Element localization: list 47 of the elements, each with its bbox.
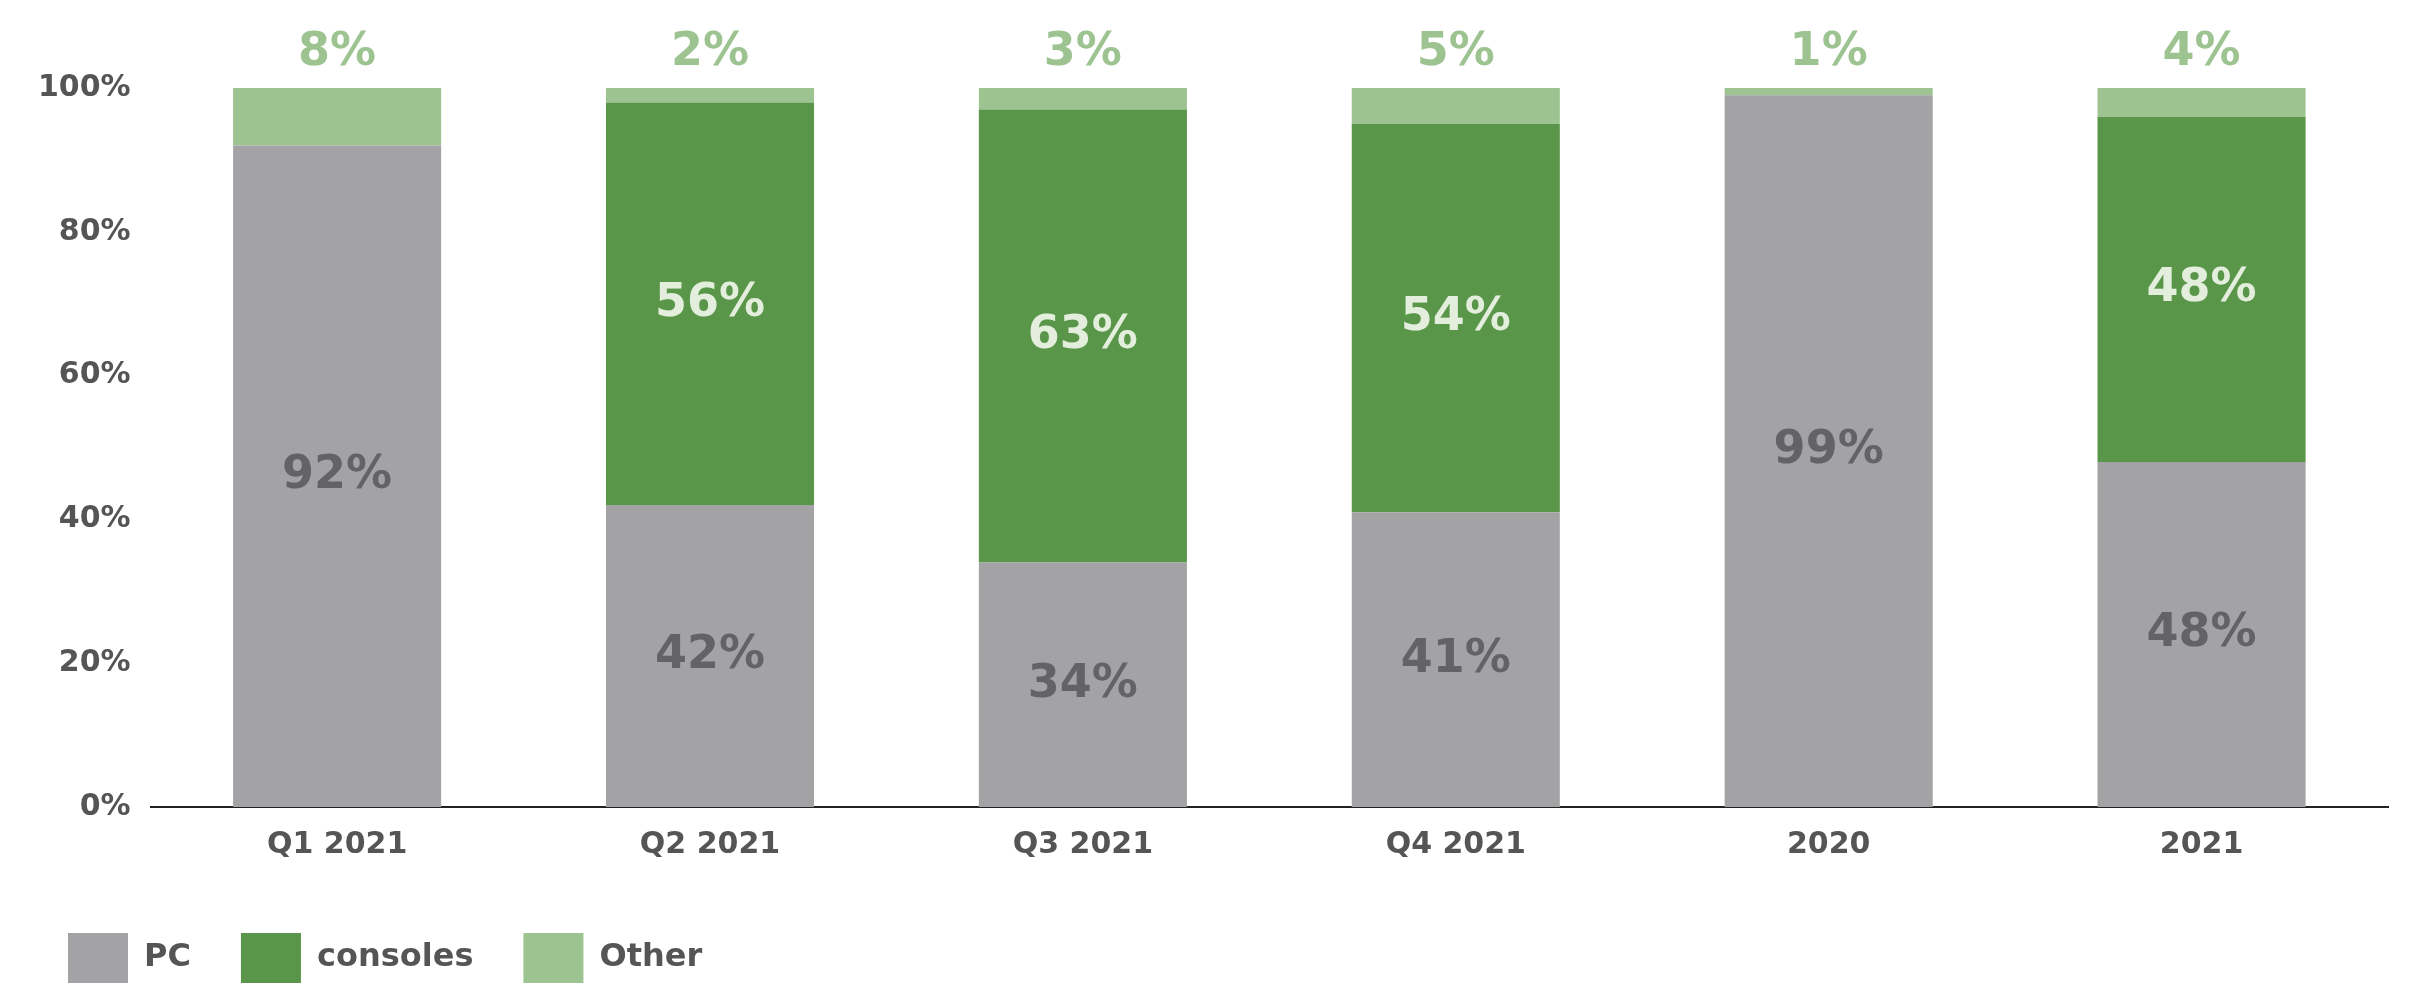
y-tick-label: 80% xyxy=(58,211,131,247)
y-tick-label: 100% xyxy=(37,67,131,103)
bar xyxy=(978,562,1187,807)
bar xyxy=(978,88,1187,110)
y-tick-label: 60% xyxy=(58,355,131,391)
data-label: 92% xyxy=(282,445,393,500)
data-label: 48% xyxy=(2146,258,2257,313)
bar xyxy=(1351,123,1560,513)
data-label: 5% xyxy=(1416,21,1495,76)
bar xyxy=(1724,88,1933,96)
legend-label: PC xyxy=(144,936,191,975)
data-label: 3% xyxy=(1043,21,1122,76)
data-label: 99% xyxy=(1773,420,1884,475)
x-tick-label: Q4 2021 xyxy=(1385,824,1526,860)
bar xyxy=(605,505,815,807)
x-tick-label: 2020 xyxy=(1786,824,1871,860)
bar xyxy=(1724,95,1933,807)
data-label: 4% xyxy=(2162,21,2241,76)
data-label: 41% xyxy=(1400,628,1511,683)
bar xyxy=(605,102,815,506)
bar xyxy=(1351,88,1560,124)
bar xyxy=(1351,512,1560,807)
data-label: 1% xyxy=(1789,21,1868,76)
bar xyxy=(2097,88,2306,117)
bar xyxy=(2097,116,2306,462)
data-label: 54% xyxy=(1400,287,1511,342)
bar xyxy=(978,109,1187,563)
data-label: 48% xyxy=(2146,603,2257,658)
bar xyxy=(605,88,815,103)
data-label: 56% xyxy=(654,272,766,327)
y-tick-label: 20% xyxy=(58,643,131,678)
data-label: 63% xyxy=(1027,305,1138,360)
data-label: 34% xyxy=(1027,653,1138,708)
x-tick-label: Q3 2021 xyxy=(1012,824,1154,860)
data-label: 8% xyxy=(298,21,377,76)
data-label: 2% xyxy=(670,21,750,76)
bar xyxy=(233,88,442,146)
x-tick-label: Q1 2021 xyxy=(266,824,408,860)
legend-label: consoles xyxy=(316,936,474,975)
y-tick-label: 0% xyxy=(79,786,131,822)
bar xyxy=(233,145,442,807)
legend-label: Other xyxy=(599,936,703,975)
x-tick-label: Q2 2021 xyxy=(639,824,781,860)
data-label: 42% xyxy=(654,624,766,679)
y-tick-label: 40% xyxy=(58,499,131,535)
x-tick-label: 2021 xyxy=(2159,824,2244,860)
bar xyxy=(2097,461,2306,807)
